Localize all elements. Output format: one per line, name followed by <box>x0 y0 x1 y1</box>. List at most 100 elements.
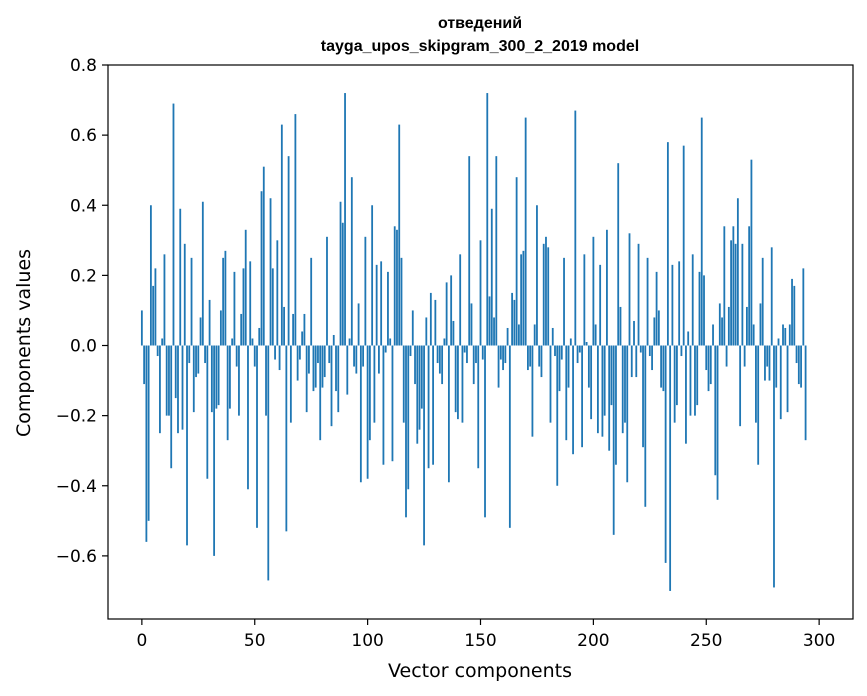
bar <box>694 345 696 416</box>
bar <box>574 110 577 346</box>
bar <box>253 345 256 367</box>
bar <box>743 345 746 367</box>
bar <box>547 247 550 346</box>
bar <box>222 257 225 346</box>
bar <box>438 345 441 374</box>
bar <box>709 345 712 385</box>
bar <box>330 345 333 427</box>
bar <box>538 345 541 367</box>
bar <box>608 345 611 451</box>
bar <box>630 345 633 378</box>
bar <box>382 345 385 465</box>
bar <box>488 296 491 346</box>
bar <box>750 159 753 346</box>
bar <box>662 345 665 392</box>
bar <box>373 345 376 423</box>
bar <box>375 264 378 346</box>
bar <box>425 317 428 346</box>
x-tick-label: 50 <box>244 631 266 651</box>
bar <box>217 345 220 406</box>
bar <box>231 338 234 346</box>
bar <box>233 271 236 346</box>
bar <box>256 345 258 528</box>
bar <box>657 310 660 346</box>
bar <box>495 156 498 346</box>
bar <box>786 345 789 413</box>
y-tick-label: 0.2 <box>70 266 97 286</box>
bar <box>238 345 240 416</box>
bar <box>195 345 197 378</box>
bar <box>736 198 739 346</box>
bar <box>380 261 383 346</box>
bar <box>723 226 726 346</box>
bar <box>186 345 188 546</box>
bar <box>418 345 421 430</box>
bar <box>646 257 649 346</box>
bar <box>235 345 238 367</box>
bar <box>378 345 380 374</box>
bar <box>531 345 534 437</box>
bar <box>635 345 638 378</box>
bar <box>149 205 152 346</box>
bar <box>396 229 398 346</box>
bar <box>481 345 484 360</box>
bar <box>761 257 764 346</box>
bar <box>653 317 656 346</box>
bar <box>721 317 723 346</box>
bar <box>617 163 620 346</box>
bar <box>436 345 439 364</box>
bar <box>484 345 486 518</box>
bar <box>466 345 468 364</box>
bar <box>581 345 583 448</box>
bar <box>414 345 416 385</box>
bar <box>716 345 719 500</box>
bar <box>305 345 308 413</box>
bar <box>389 338 392 346</box>
bar <box>348 338 351 346</box>
bar <box>463 345 466 353</box>
bar <box>490 208 493 346</box>
bar <box>752 324 755 346</box>
bar <box>569 338 572 346</box>
bar <box>628 233 631 346</box>
bar <box>190 257 193 346</box>
bar <box>362 345 365 367</box>
bar <box>289 345 292 423</box>
bar <box>669 345 672 591</box>
bar <box>402 345 405 423</box>
bar <box>258 327 261 346</box>
bar <box>511 292 514 346</box>
bar <box>174 345 177 399</box>
bar <box>619 306 622 346</box>
bar <box>294 114 297 346</box>
bar <box>712 324 714 346</box>
bar <box>353 345 355 367</box>
bar <box>457 345 459 420</box>
bar <box>262 166 265 346</box>
bar <box>689 345 692 416</box>
bar <box>337 345 340 413</box>
bar <box>664 345 667 563</box>
bar <box>411 310 414 346</box>
bar <box>283 306 285 346</box>
bar <box>610 345 613 406</box>
bar <box>745 306 748 346</box>
bar <box>542 243 545 346</box>
bar <box>359 345 362 483</box>
bar <box>461 345 464 423</box>
bar <box>423 345 425 546</box>
bar <box>795 345 798 364</box>
bar <box>384 345 387 353</box>
bar <box>707 345 710 392</box>
bar <box>452 320 455 346</box>
x-tick-label: 150 <box>464 631 496 651</box>
bar <box>524 117 527 346</box>
bar <box>703 275 705 346</box>
bar <box>648 345 651 357</box>
bar <box>267 345 270 581</box>
bar <box>346 345 349 395</box>
bar <box>601 345 604 437</box>
bar <box>502 345 504 371</box>
bar <box>274 345 276 360</box>
